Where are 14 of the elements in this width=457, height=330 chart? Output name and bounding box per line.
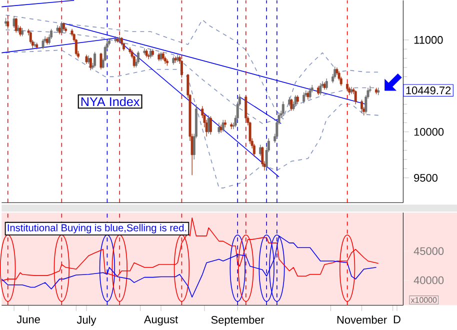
x-tick-label: November bbox=[337, 316, 387, 324]
x-tick-label: D bbox=[394, 316, 400, 324]
annotation: NYA Index bbox=[81, 96, 140, 106]
text: 10449.72 bbox=[406, 86, 451, 94]
x-tick-label: September bbox=[211, 316, 264, 326]
x-tick-label: August bbox=[144, 316, 178, 326]
x-tick-label: June bbox=[16, 316, 40, 324]
y-tick-label: 40000 bbox=[414, 276, 444, 284]
annotation: Institutional Buying is blue,Selling is red. bbox=[8, 224, 186, 234]
y-tick-label: 10000 bbox=[414, 128, 444, 136]
y-tick-label: 11000 bbox=[414, 36, 443, 44]
y-tick-label: 9500 bbox=[414, 174, 438, 182]
y-tick-label: 45000 bbox=[414, 247, 444, 255]
x-tick-label: July bbox=[76, 316, 96, 326]
